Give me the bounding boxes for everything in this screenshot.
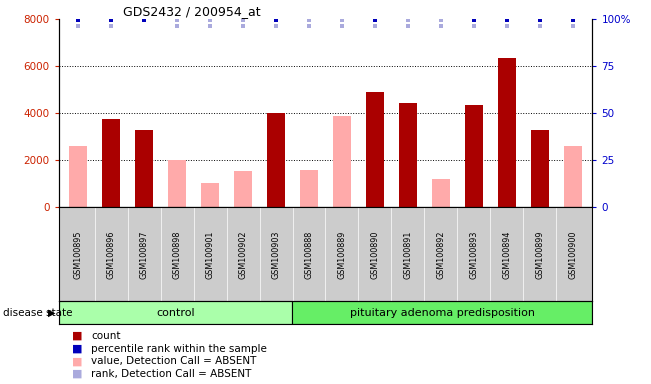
Text: GSM100903: GSM100903 [271,230,281,278]
Text: ▶: ▶ [48,308,55,318]
Text: disease state: disease state [3,308,73,318]
Text: ■: ■ [72,356,82,366]
Bar [292,301,592,324]
Text: GSM100893: GSM100893 [469,230,478,278]
Text: GSM100895: GSM100895 [74,230,83,279]
Text: control: control [156,308,195,318]
Text: GSM100897: GSM100897 [140,230,149,279]
Bar [267,113,285,207]
Bar [234,171,252,207]
Bar [135,130,154,207]
Bar [497,58,516,207]
Text: GSM100894: GSM100894 [502,230,511,278]
Bar [102,119,120,207]
Bar [465,105,483,207]
Bar [201,183,219,207]
Bar [366,92,384,207]
Text: pituitary adenoma predisposition: pituitary adenoma predisposition [350,308,534,318]
Bar [59,301,292,324]
Bar [399,103,417,207]
Text: GDS2432 / 200954_at: GDS2432 / 200954_at [122,5,260,18]
Text: GSM100902: GSM100902 [239,230,247,279]
Bar [564,146,582,207]
Text: GSM100890: GSM100890 [370,230,380,278]
Text: ■: ■ [72,331,82,341]
Bar [168,161,186,207]
Bar [69,146,87,207]
Text: count: count [91,331,120,341]
Bar [333,116,351,207]
Bar [300,170,318,207]
Bar [432,179,450,207]
Bar [531,130,549,207]
Text: GSM100900: GSM100900 [568,230,577,278]
Text: percentile rank within the sample: percentile rank within the sample [91,344,267,354]
Text: GSM100889: GSM100889 [337,230,346,278]
Text: GSM100888: GSM100888 [305,230,314,278]
Text: GSM100901: GSM100901 [206,230,215,278]
Text: ■: ■ [72,344,82,354]
Text: GSM100898: GSM100898 [173,230,182,278]
Text: value, Detection Call = ABSENT: value, Detection Call = ABSENT [91,356,256,366]
Text: rank, Detection Call = ABSENT: rank, Detection Call = ABSENT [91,369,251,379]
Text: GSM100896: GSM100896 [107,230,116,278]
Text: GSM100891: GSM100891 [404,230,412,278]
Text: GSM100892: GSM100892 [436,230,445,279]
Text: GSM100899: GSM100899 [535,230,544,279]
Text: ■: ■ [72,369,82,379]
